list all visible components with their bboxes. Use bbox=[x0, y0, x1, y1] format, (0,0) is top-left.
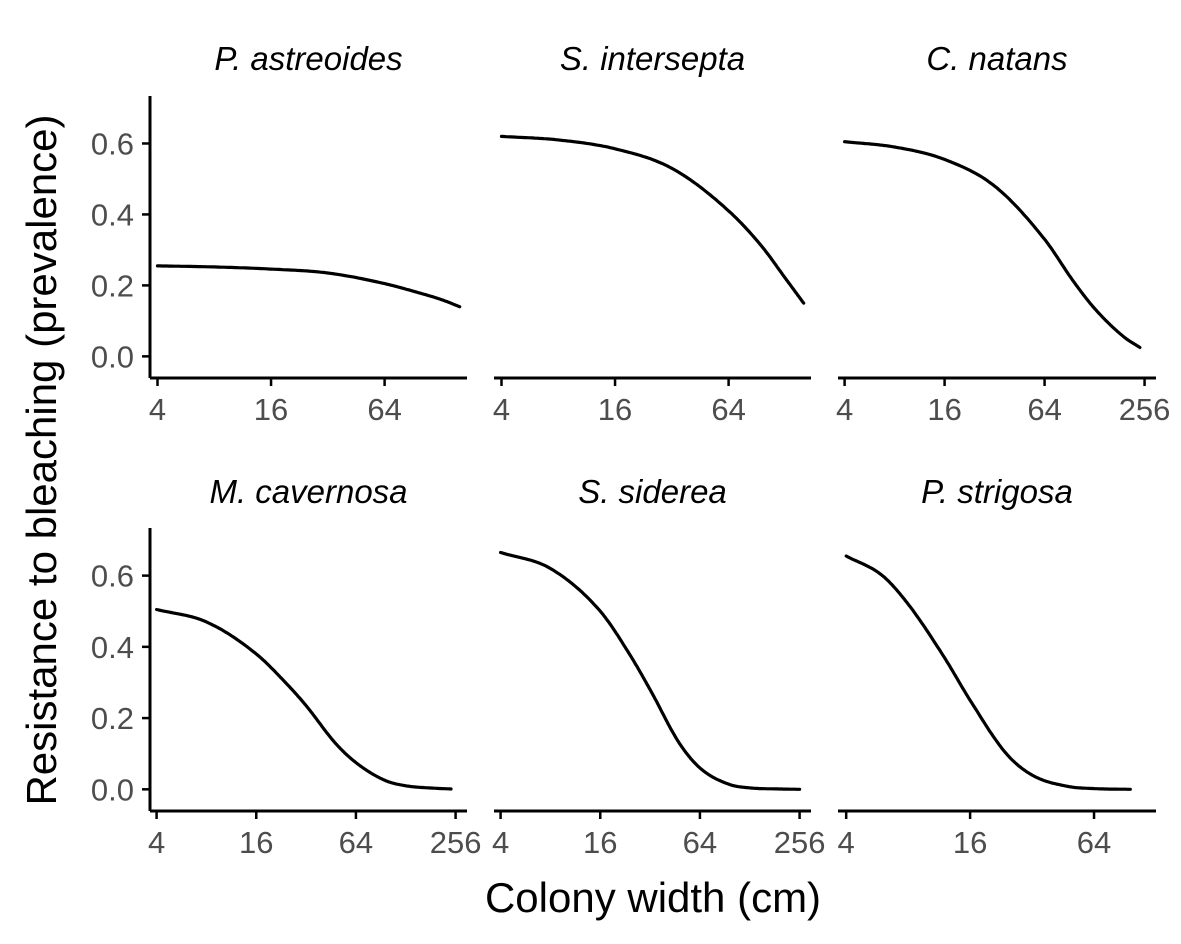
facet-title: S. siderea bbox=[578, 473, 727, 510]
y-tick-label: 0.2 bbox=[91, 268, 134, 303]
x-tick-label: 16 bbox=[598, 392, 632, 427]
y-axis-title: Resistance to bleaching (prevalence) bbox=[18, 114, 65, 805]
facet-title: M. cavernosa bbox=[209, 473, 407, 510]
x-tick-label: 64 bbox=[339, 825, 373, 860]
x-tick-label: 4 bbox=[836, 392, 853, 427]
x-tick-label: 4 bbox=[838, 825, 855, 860]
y-tick-label: 0.4 bbox=[91, 630, 134, 665]
x-tick-label: 16 bbox=[254, 392, 288, 427]
series-line bbox=[155, 607, 453, 791]
x-tick-label: 64 bbox=[1027, 392, 1061, 427]
facet-panel: M. cavernosa 4 16 64 256 0.0 0.2 0.4 0.6 bbox=[91, 473, 482, 860]
y-tick-label: 0.2 bbox=[91, 701, 134, 736]
x-tick-label: 16 bbox=[927, 392, 961, 427]
x-tick-label: 64 bbox=[711, 392, 745, 427]
series-line bbox=[499, 134, 806, 305]
x-tick-label: 256 bbox=[1119, 392, 1171, 427]
x-tick-label: 256 bbox=[774, 825, 826, 860]
y-tick-label: 0.6 bbox=[91, 126, 134, 161]
x-tick-label: 4 bbox=[148, 825, 165, 860]
facet-title: S. intersepta bbox=[560, 40, 745, 77]
x-tick-label: 4 bbox=[149, 392, 166, 427]
facet-title: P. astreoides bbox=[214, 40, 402, 77]
y-tick-label: 0.0 bbox=[91, 339, 134, 374]
series-line bbox=[155, 264, 462, 309]
facet-panel: S. siderea 4 16 64 256 bbox=[492, 473, 826, 860]
y-tick-label: 0.0 bbox=[91, 772, 134, 807]
x-axis-title: Colony width (cm) bbox=[485, 874, 821, 921]
facet-title: C. natans bbox=[926, 40, 1067, 77]
facet-panels: P. astreoides 4 16 64 0.0 0.2 0.4 0.6 S. interse… bbox=[91, 40, 1171, 860]
x-tick-label: 64 bbox=[367, 392, 401, 427]
facet-panel: P. strigosa 4 16 64 bbox=[838, 473, 1156, 860]
x-tick-label: 4 bbox=[492, 825, 509, 860]
y-tick-label: 0.6 bbox=[91, 559, 134, 594]
facet-title: P. strigosa bbox=[921, 473, 1073, 510]
x-tick-label: 64 bbox=[1077, 825, 1111, 860]
facet-panel: S. intersepta 4 16 64 bbox=[493, 40, 811, 427]
facet-panel: C. natans 4 16 64 256 bbox=[836, 40, 1170, 427]
x-tick-label: 16 bbox=[953, 825, 987, 860]
facet-panel: P. astreoides 4 16 64 0.0 0.2 0.4 0.6 bbox=[91, 40, 467, 427]
x-tick-label: 16 bbox=[583, 825, 617, 860]
x-tick-label: 256 bbox=[430, 825, 482, 860]
series-line bbox=[844, 554, 1132, 791]
x-tick-label: 64 bbox=[683, 825, 717, 860]
y-tick-label: 0.4 bbox=[91, 197, 134, 232]
series-line bbox=[499, 550, 802, 791]
series-line bbox=[843, 140, 1142, 350]
x-tick-label: 4 bbox=[493, 392, 510, 427]
x-tick-label: 16 bbox=[239, 825, 273, 860]
